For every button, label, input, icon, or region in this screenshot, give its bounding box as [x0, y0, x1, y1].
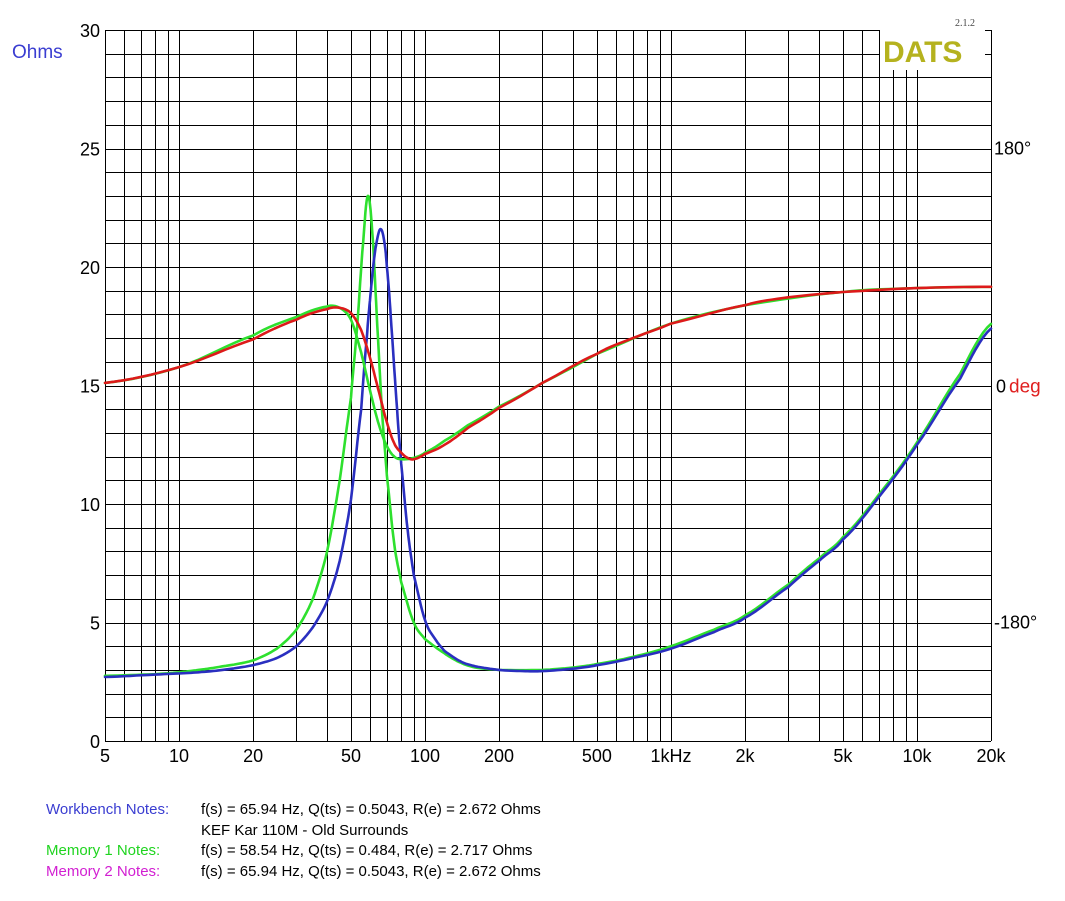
left-axis-label: Ohms: [12, 42, 63, 63]
brand-backdrop: [880, 30, 985, 70]
left-tick-label: 20: [80, 258, 100, 278]
x-tick-label: 50: [341, 746, 361, 766]
x-tick-label: 20: [243, 746, 263, 766]
x-tick-label: 10k: [902, 746, 932, 766]
x-tick-label: 5: [100, 746, 110, 766]
x-tick-label: 100: [410, 746, 440, 766]
brand-logo: DATS: [883, 36, 962, 69]
x-tick-label: 200: [484, 746, 514, 766]
right-axis-unit-label: deg: [1009, 377, 1041, 398]
right-tick-label: -180°: [994, 613, 1037, 633]
left-tick-label: 15: [80, 377, 100, 397]
workbench-phase-curve: [103, 285, 993, 461]
workbench-impedance-curve: [103, 227, 993, 679]
x-tick-label: 500: [582, 746, 612, 766]
x-tick-label: 2k: [736, 746, 756, 766]
x-tick-label: 10: [169, 746, 189, 766]
brand-version: 2.1.2: [955, 18, 975, 29]
right-tick-label: 180°: [994, 139, 1031, 159]
memory1-impedance-curve: [103, 194, 993, 678]
left-tick-label: 0: [90, 732, 100, 752]
left-tick-label: 10: [80, 495, 100, 515]
left-tick-label: 5: [90, 614, 100, 634]
x-tick-label: 5k: [833, 746, 853, 766]
x-tick-label: 20k: [976, 746, 1006, 766]
left-tick-label: 30: [80, 21, 100, 41]
right-axis-zero-label: 0: [996, 377, 1006, 397]
left-tick-label: 25: [80, 140, 100, 160]
x-tick-label: 1kHz: [650, 746, 691, 766]
